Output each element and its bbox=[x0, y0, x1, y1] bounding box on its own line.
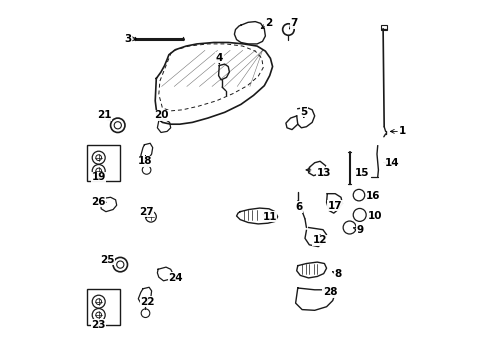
Text: 5: 5 bbox=[300, 107, 307, 117]
Text: 9: 9 bbox=[355, 225, 363, 235]
Text: 10: 10 bbox=[367, 211, 381, 221]
Text: 7: 7 bbox=[290, 18, 297, 28]
Text: 6: 6 bbox=[294, 202, 302, 212]
Text: 21: 21 bbox=[97, 110, 111, 120]
Text: 27: 27 bbox=[139, 207, 154, 217]
Text: 26: 26 bbox=[91, 197, 106, 207]
Text: 14: 14 bbox=[384, 158, 399, 168]
Bar bbox=[87, 289, 120, 325]
Text: 1: 1 bbox=[399, 126, 406, 136]
Text: 3: 3 bbox=[123, 34, 131, 44]
Text: 25: 25 bbox=[100, 255, 114, 265]
Text: 19: 19 bbox=[91, 172, 106, 182]
Text: 8: 8 bbox=[334, 269, 341, 279]
Text: 2: 2 bbox=[265, 18, 272, 28]
Bar bbox=[87, 145, 120, 181]
Bar bbox=[381, 25, 386, 30]
Text: 12: 12 bbox=[312, 235, 326, 246]
Text: 20: 20 bbox=[154, 110, 169, 120]
Text: 15: 15 bbox=[354, 168, 368, 178]
Text: 18: 18 bbox=[138, 156, 152, 166]
Text: 4: 4 bbox=[215, 53, 223, 63]
Text: 16: 16 bbox=[366, 191, 380, 201]
Text: 24: 24 bbox=[168, 273, 183, 283]
Text: 28: 28 bbox=[322, 287, 337, 297]
Text: 23: 23 bbox=[91, 320, 106, 330]
Text: 13: 13 bbox=[316, 168, 330, 178]
Text: 17: 17 bbox=[327, 201, 342, 211]
Text: 22: 22 bbox=[140, 297, 154, 307]
Text: 11: 11 bbox=[262, 212, 276, 222]
